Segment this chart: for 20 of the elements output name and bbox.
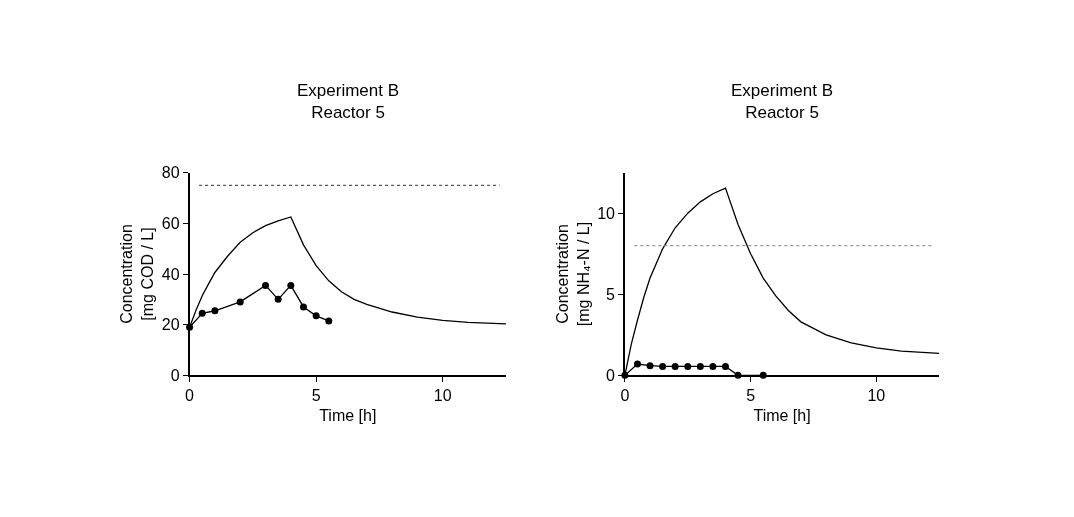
- y-tick-label: 20: [161, 316, 180, 334]
- chart-title: Experiment B Reactor 5: [297, 81, 400, 123]
- x-axis-title: Time [h]: [753, 406, 811, 424]
- x-tick-label: 10: [867, 387, 886, 405]
- chart-title: Experiment B Reactor 5: [731, 81, 834, 123]
- y-tick-label: 40: [161, 265, 180, 283]
- x-axis-title: Time [h]: [319, 406, 377, 424]
- y-axis-title: Concentration [mg NH₄-N / L]: [553, 221, 592, 327]
- y-tick-label: 0: [170, 366, 180, 384]
- y-tick-label: 60: [161, 214, 180, 232]
- x-tick-label: 0: [620, 387, 630, 405]
- x-tick-label: 5: [746, 387, 756, 405]
- x-tick-label: 0: [185, 387, 195, 405]
- y-tick-label: 10: [597, 204, 616, 222]
- y-axis-title: Concentration [mg COD / L]: [118, 224, 157, 324]
- y-tick-label: 0: [606, 366, 616, 384]
- x-tick-label: 10: [433, 387, 452, 405]
- y-tick-label: 5: [606, 285, 616, 303]
- y-tick-label: 80: [161, 164, 180, 182]
- x-tick-label: 5: [311, 387, 321, 405]
